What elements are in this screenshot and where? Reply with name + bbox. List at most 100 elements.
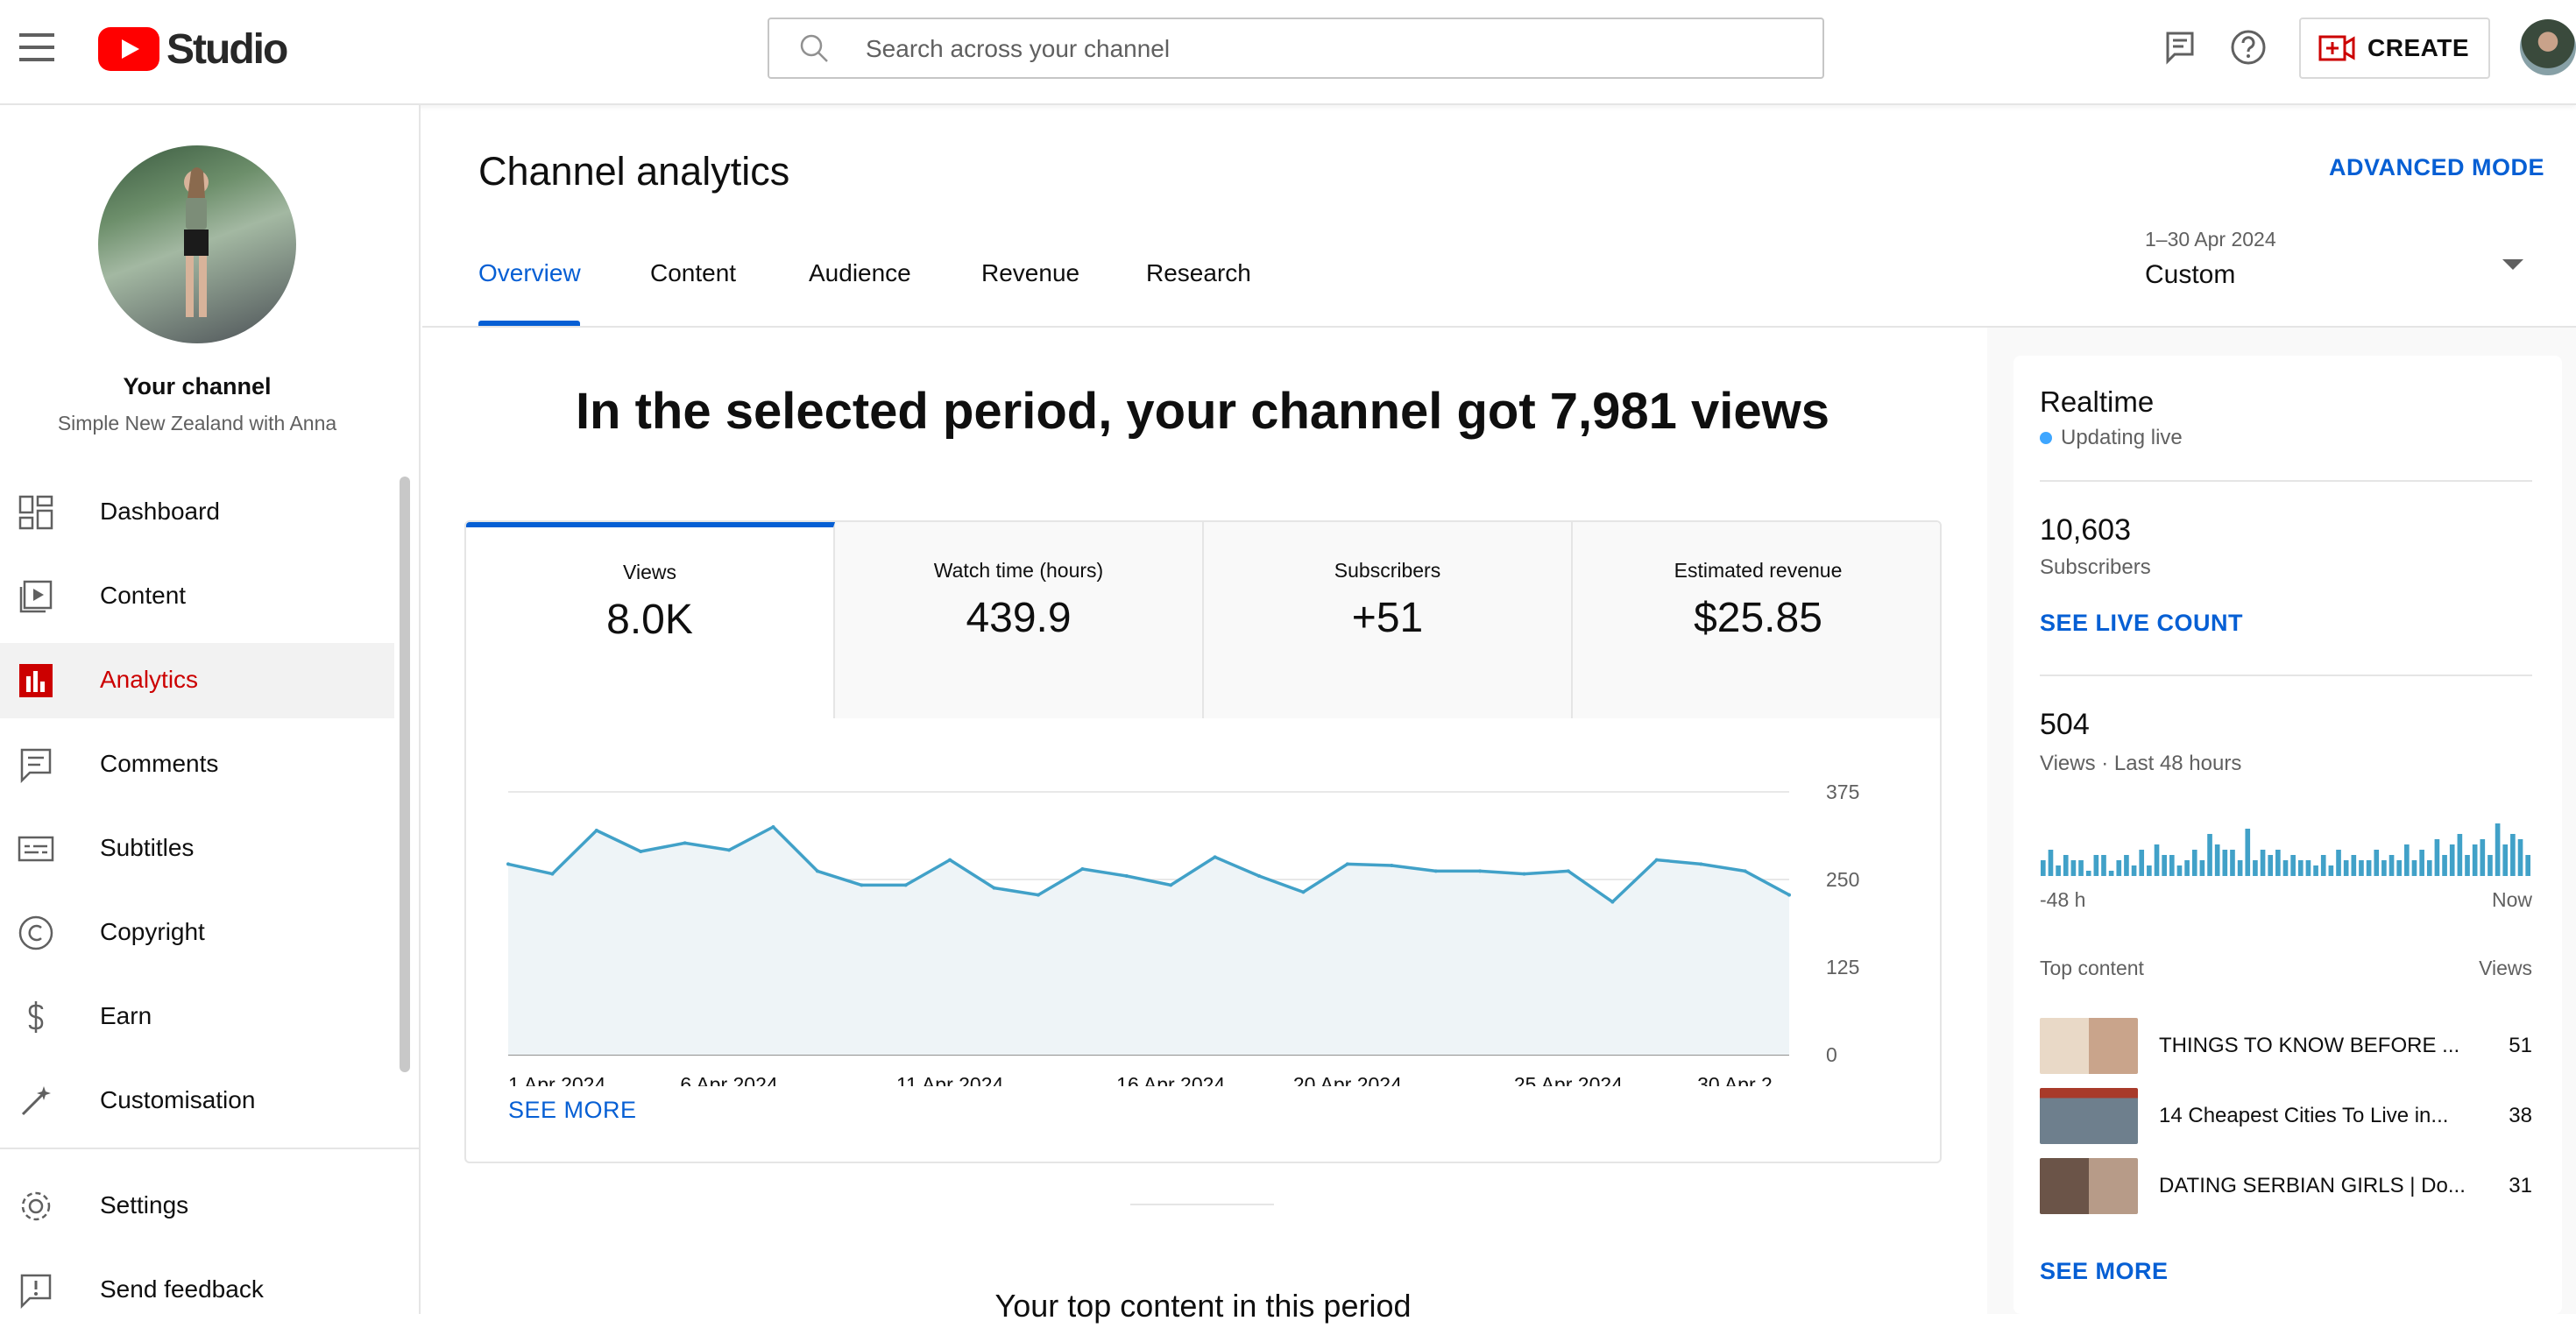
realtime-bar bbox=[2517, 839, 2523, 876]
menu-icon[interactable] bbox=[19, 33, 54, 61]
video-title: DATING SERBIAN GIRLS | Do... bbox=[2159, 1174, 2466, 1197]
help-icon[interactable] bbox=[2229, 28, 2268, 67]
see-more-button[interactable]: SEE MORE bbox=[508, 1097, 637, 1123]
metric-tab-views[interactable]: Views 8.0K bbox=[466, 522, 835, 718]
tab-content[interactable]: Content bbox=[650, 259, 737, 286]
realtime-views-label: Views · Last 48 hours bbox=[2040, 752, 2242, 775]
views-line-chart[interactable]: 0 125 250 375 1 Apr 2024 6 Apr 2024 11 Apr 202… bbox=[466, 718, 1942, 1086]
realtime-bar bbox=[2147, 865, 2152, 876]
channel-avatar[interactable] bbox=[98, 145, 296, 343]
data-point bbox=[1301, 890, 1306, 894]
data-point bbox=[992, 886, 996, 890]
date-range-selector[interactable]: 1–30 Apr 2024 Custom bbox=[2145, 228, 2536, 298]
data-point bbox=[1080, 867, 1085, 871]
analytics-icon bbox=[19, 664, 53, 697]
metric-tab-subscribers[interactable]: Subscribers +51 bbox=[1204, 522, 1573, 718]
sidebar-scrollbar[interactable] bbox=[400, 477, 410, 1072]
realtime-bar bbox=[2116, 860, 2122, 876]
bar-axis-end: Now bbox=[2491, 888, 2532, 911]
sidebar-item-content[interactable]: Content bbox=[0, 559, 394, 634]
sidebar-item-settings[interactable]: Settings bbox=[0, 1169, 394, 1244]
realtime-bar bbox=[2275, 850, 2281, 876]
realtime-bar bbox=[2381, 860, 2387, 876]
tab-research[interactable]: Research bbox=[1146, 259, 1251, 286]
realtime-bar bbox=[2396, 860, 2403, 876]
data-point bbox=[860, 883, 864, 887]
metric-value: 439.9 bbox=[966, 595, 1072, 641]
realtime-bar bbox=[2063, 855, 2069, 876]
data-point bbox=[639, 850, 643, 853]
sidebar-item-comments[interactable]: Comments bbox=[0, 727, 394, 802]
create-button[interactable]: CREATE bbox=[2299, 18, 2490, 79]
sidebar-item-copyright[interactable]: Copyright bbox=[0, 895, 394, 971]
realtime-bar bbox=[2449, 844, 2455, 876]
realtime-bar bbox=[2457, 834, 2463, 876]
video-views: 51 bbox=[2509, 1034, 2532, 1057]
sidebar-item-label: Dashboard bbox=[100, 498, 220, 525]
realtime-bar bbox=[2245, 829, 2251, 876]
youtube-play-icon bbox=[98, 27, 159, 71]
subtitles-icon bbox=[18, 836, 54, 862]
channel-title[interactable]: Your channel bbox=[123, 373, 272, 399]
sidebar-item-customisation[interactable]: Customisation bbox=[0, 1063, 394, 1139]
tabs-divider bbox=[422, 326, 2576, 328]
realtime-bar bbox=[2230, 850, 2235, 876]
realtime-bar bbox=[2268, 855, 2274, 876]
sidebar-item-earn[interactable]: Earn bbox=[0, 979, 394, 1055]
feedback-icon[interactable] bbox=[2161, 28, 2199, 67]
realtime-views-bar-chart[interactable] bbox=[2040, 806, 2532, 876]
sidebar-item-dashboard[interactable]: Dashboard bbox=[0, 475, 394, 550]
realtime-bar bbox=[2169, 855, 2175, 876]
realtime-bar bbox=[2502, 844, 2509, 876]
data-point bbox=[1213, 855, 1217, 859]
sidebar-item-label: Comments bbox=[100, 750, 219, 777]
data-point bbox=[1743, 869, 1747, 873]
realtime-bar bbox=[2222, 850, 2228, 876]
top-content-row[interactable]: 14 Cheapest Cities To Live in... 38 bbox=[2040, 1088, 2532, 1146]
x-tick-label: 6 Apr 2024 bbox=[680, 1073, 777, 1086]
realtime-bar bbox=[2343, 860, 2349, 876]
realtime-title: Realtime bbox=[2040, 385, 2155, 418]
top-content-row[interactable]: DATING SERBIAN GIRLS | Do... 31 bbox=[2040, 1158, 2532, 1216]
tab-overview[interactable]: Overview bbox=[478, 259, 581, 286]
data-point bbox=[1610, 900, 1615, 904]
data-point bbox=[903, 883, 908, 887]
metric-tab-watch-time[interactable]: Watch time (hours) 439.9 bbox=[835, 522, 1204, 718]
sidebar-item-analytics[interactable]: Analytics bbox=[0, 643, 394, 718]
realtime-bar bbox=[2336, 850, 2341, 876]
realtime-bar bbox=[2184, 860, 2190, 876]
data-point bbox=[771, 825, 775, 829]
realtime-bar bbox=[2411, 860, 2417, 876]
data-point bbox=[594, 829, 598, 832]
realtime-see-more-link[interactable]: SEE MORE bbox=[2040, 1258, 2169, 1284]
top-content-label: Top content bbox=[2040, 957, 2144, 979]
realtime-bar bbox=[2366, 860, 2372, 876]
advanced-mode-link[interactable]: ADVANCED MODE bbox=[2329, 154, 2545, 180]
realtime-card: Realtime Updating live 10,603 Subscriber… bbox=[2013, 356, 2562, 1314]
metric-label: Subscribers bbox=[1334, 559, 1441, 582]
sidebar-item-label: Content bbox=[100, 582, 187, 609]
account-avatar[interactable] bbox=[2520, 19, 2576, 75]
tab-revenue[interactable]: Revenue bbox=[981, 259, 1080, 286]
realtime-bar bbox=[2078, 860, 2084, 876]
date-range-label: Custom bbox=[2145, 260, 2236, 289]
realtime-bar bbox=[2154, 844, 2160, 876]
metric-value: $25.85 bbox=[1694, 595, 1822, 641]
see-live-count-link[interactable]: SEE LIVE COUNT bbox=[2040, 610, 2244, 636]
top-header: Studio CREATE bbox=[0, 0, 2576, 105]
studio-logo[interactable]: Studio bbox=[98, 26, 288, 73]
metric-tab-estimated-revenue[interactable]: Estimated revenue $25.85 bbox=[1573, 522, 1940, 718]
realtime-bar bbox=[2480, 839, 2486, 876]
earn-icon bbox=[28, 1001, 44, 1033]
tab-audience[interactable]: Audience bbox=[809, 259, 911, 286]
search-bar[interactable] bbox=[768, 18, 1824, 79]
sidebar-item-subtitles[interactable]: Subtitles bbox=[0, 811, 394, 887]
top-content-row[interactable]: THINGS TO KNOW BEFORE ... 51 bbox=[2040, 1018, 2532, 1076]
channel-avatar-figure bbox=[184, 167, 209, 317]
data-point bbox=[1036, 893, 1040, 897]
sidebar-item-send-feedback[interactable]: Send feedback bbox=[0, 1253, 394, 1328]
search-input[interactable] bbox=[866, 32, 1794, 67]
realtime-divider bbox=[2040, 675, 2532, 676]
realtime-bar bbox=[2191, 850, 2197, 876]
metric-label: Watch time (hours) bbox=[933, 559, 1104, 582]
